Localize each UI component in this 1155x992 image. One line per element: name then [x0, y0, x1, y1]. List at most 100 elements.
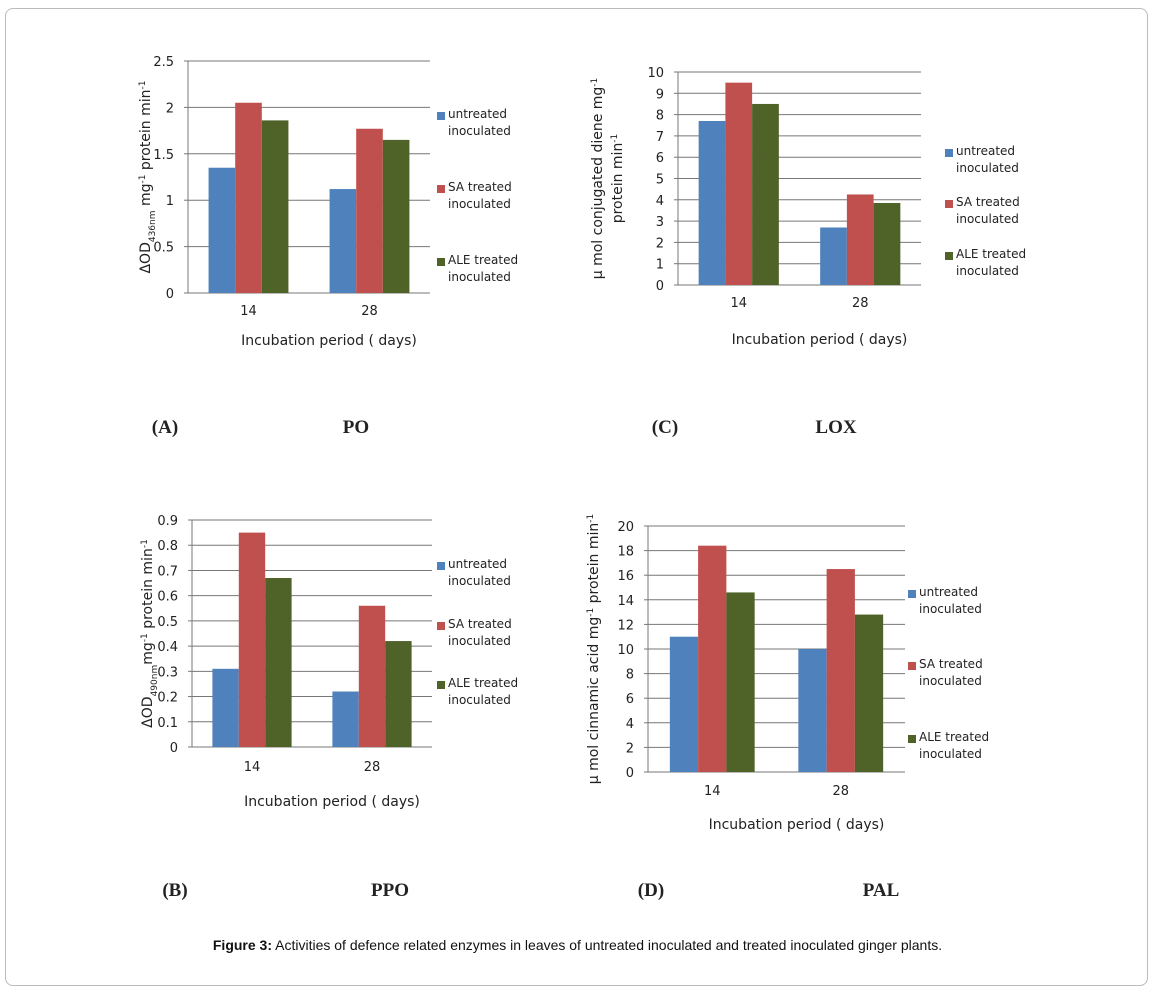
y-tick-label: 0: [626, 766, 634, 781]
legend-label: SA treated inoculated: [956, 195, 1020, 226]
y-axis-label-part: -1: [586, 514, 596, 523]
bar: [329, 189, 357, 293]
panel-title: PO: [343, 417, 369, 438]
bar: [826, 569, 855, 772]
y-axis-label-part: 436nm: [148, 210, 158, 242]
legend-label: SA treated inoculated: [448, 617, 512, 648]
y-axis-label-part: protein min: [138, 89, 154, 174]
y-axis-label-part: mg: [138, 184, 154, 211]
legend-swatch: [437, 258, 445, 266]
caption: Figure 3: Activities of defence related …: [0, 937, 1155, 953]
y-tick-label: 0: [170, 741, 178, 756]
legend-swatch: [437, 562, 445, 570]
panel-title: LOX: [815, 417, 856, 438]
bar: [725, 82, 753, 286]
y-tick-label: 0.7: [157, 564, 178, 579]
legend-entry: SA treated inoculated: [956, 195, 1020, 226]
bar: [212, 668, 239, 747]
panel-title: PPO: [371, 880, 409, 901]
legend-swatch: [908, 590, 916, 598]
y-tick-label: 1: [656, 258, 664, 273]
y-tick-label: 3: [656, 215, 664, 230]
bar: [358, 605, 386, 747]
legend-entry: untreated inoculated: [448, 107, 511, 138]
x-tick-label: 14: [730, 296, 747, 311]
y-axis-label-part: mg: [140, 642, 156, 665]
caption-text: Activities of defence related enzymes in…: [275, 937, 943, 953]
y-tick-label: 5: [656, 173, 664, 188]
y-tick-label: 4: [656, 194, 664, 209]
x-tick-label: 28: [364, 760, 381, 775]
y-tick-label: 0.5: [157, 615, 178, 630]
y-axis-label-part: -1: [138, 175, 148, 184]
bar: [698, 545, 727, 772]
bar: [873, 202, 901, 285]
x-axis-label: Incubation period ( days): [241, 333, 417, 349]
y-axis-label: ΔOD490nmmg-1 protein min-1: [140, 539, 160, 728]
y-axis-label-part: -1: [138, 80, 148, 89]
x-axis-label: Incubation period ( days): [709, 817, 885, 833]
x-tick-label: 28: [852, 296, 869, 311]
bar: [698, 120, 726, 286]
y-tick-label: 6: [626, 692, 634, 707]
bar: [726, 592, 755, 772]
y-axis-label-part: ΔOD: [140, 696, 156, 727]
x-tick-label: 28: [832, 784, 849, 799]
legend-swatch: [437, 185, 445, 193]
y-axis-label-part: -1: [140, 539, 150, 548]
x-tick-label: 28: [361, 304, 378, 319]
bar: [382, 139, 410, 293]
bar: [846, 194, 874, 285]
legend-label: SA treated inoculated: [919, 657, 983, 688]
y-tick-label: 9: [656, 87, 664, 102]
y-tick-label: 0.6: [157, 590, 178, 605]
y-axis-label-part: µ mol conjugated diene mg: [590, 87, 606, 280]
y-axis-label-part: protein min: [586, 523, 602, 608]
legend-entry: SA treated inoculated: [448, 617, 512, 648]
panel-label: (A): [152, 417, 178, 438]
legend-label: SA treated inoculated: [448, 180, 512, 211]
legend-swatch: [908, 735, 916, 743]
x-tick-label: 14: [240, 304, 257, 319]
legend-label: untreated inoculated: [448, 557, 511, 588]
y-tick-label: 0.2: [157, 691, 178, 706]
caption-label: Figure 3:: [212, 937, 272, 953]
legend-entry: untreated inoculated: [919, 585, 982, 616]
y-tick-label: 0.9: [157, 514, 178, 529]
y-tick-label: 0.1: [157, 716, 178, 731]
bar: [261, 120, 289, 293]
legend-swatch: [945, 149, 953, 157]
y-axis-label-part: 490nm: [150, 665, 160, 697]
figure-frame: [5, 8, 1148, 986]
bar: [669, 636, 699, 772]
bar: [356, 128, 383, 293]
bar: [752, 103, 779, 285]
legend-swatch: [437, 622, 445, 630]
y-tick-label: 2: [626, 741, 634, 756]
legend-label: untreated inoculated: [956, 144, 1019, 175]
legend-swatch: [945, 200, 953, 208]
y-tick-label: 2: [656, 236, 664, 251]
y-tick-label: 16: [617, 569, 634, 584]
y-tick-label: 2: [166, 101, 174, 116]
y-axis-label: µ mol cinnamic acid mg-1 protein min-1: [586, 514, 602, 785]
y-tick-label: 10: [617, 643, 634, 658]
legend-entry: ALE treated inoculated: [448, 253, 519, 284]
y-tick-label: 7: [656, 130, 664, 145]
bar: [854, 614, 884, 772]
y-axis-label-part: protein min: [140, 548, 156, 633]
x-axis-label: Incubation period ( days): [244, 794, 420, 810]
legend-label: ALE treated inoculated: [956, 247, 1027, 278]
legend-entry: ALE treated inoculated: [956, 247, 1027, 278]
y-axis-label-part: -1: [586, 608, 596, 617]
y-tick-label: 8: [626, 668, 634, 683]
y-axis-label-part: µ mol cinnamic acid mg: [586, 617, 602, 785]
legend-entry: SA treated inoculated: [448, 180, 512, 211]
legend-label: ALE treated inoculated: [448, 253, 519, 284]
y-axis-label-part: ΔOD: [138, 242, 154, 273]
panel-title: PAL: [863, 880, 900, 901]
y-axis-label: ΔOD436nm mg-1 protein min-1: [138, 80, 158, 273]
bar: [208, 167, 236, 293]
